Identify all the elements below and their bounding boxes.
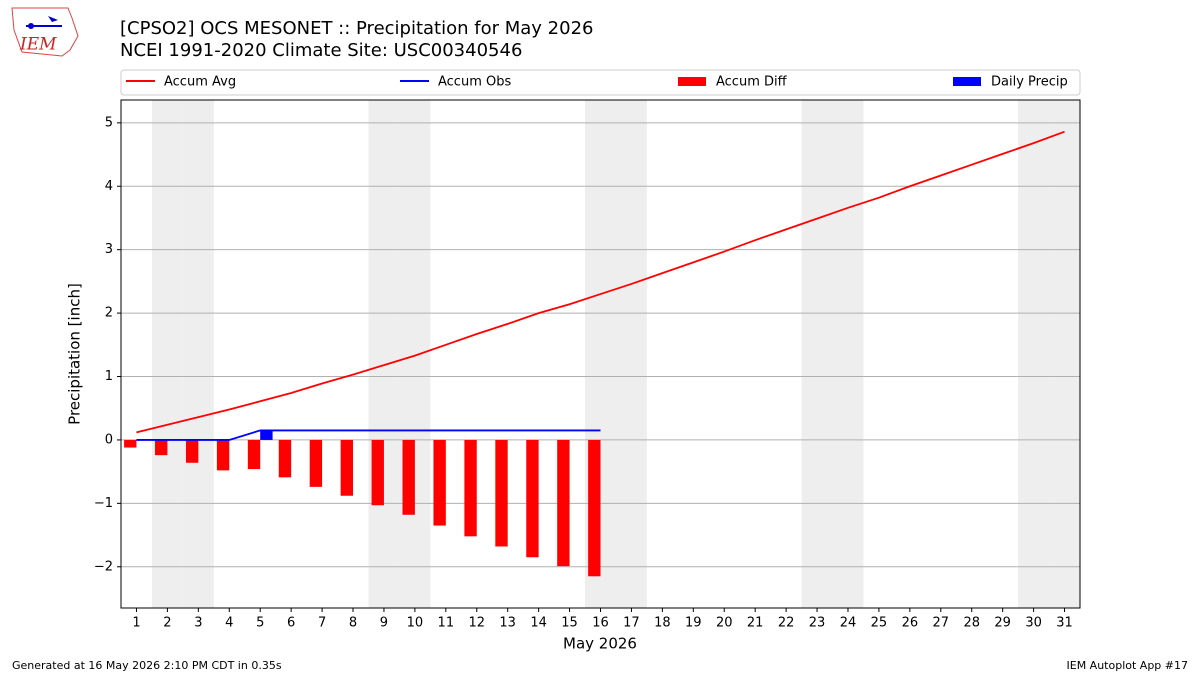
x-tick-label: 21 — [747, 616, 764, 631]
x-tick-label: 8 — [349, 616, 357, 631]
x-tick-label: 24 — [840, 616, 857, 631]
y-axis-label: Precipitation [inch] — [66, 283, 84, 425]
bar — [278, 439, 292, 478]
plot-frame — [120, 99, 1081, 609]
bar — [340, 439, 354, 496]
x-tick-label: 12 — [468, 616, 485, 631]
x-tick-label: 19 — [685, 616, 702, 631]
legend-swatch — [678, 77, 706, 86]
bar — [124, 439, 137, 448]
legend-box — [120, 69, 1081, 96]
bar — [371, 439, 384, 506]
y-tick-label: 3 — [105, 242, 113, 257]
weekend-shade — [1049, 100, 1080, 608]
legend-label: Daily Precip — [991, 75, 1068, 90]
bar — [155, 439, 168, 456]
x-tick-label: 7 — [318, 616, 326, 631]
legend-label: Accum Avg — [164, 75, 236, 90]
x-tick-label: 15 — [561, 616, 578, 631]
y-tick-label: 0 — [105, 432, 113, 447]
logo: IEM — [11, 7, 79, 57]
weekend-shade — [832, 100, 864, 608]
bar — [216, 439, 230, 471]
legend-label: Accum Diff — [716, 75, 788, 90]
x-tick-label: 13 — [499, 616, 516, 631]
x-tick-label: 9 — [380, 616, 388, 631]
bar — [247, 439, 261, 470]
weekend-shade — [801, 100, 833, 608]
legend-swatch — [953, 77, 981, 86]
y-tick-label: 4 — [105, 179, 113, 194]
bar — [260, 430, 273, 440]
weekend-shade — [1018, 100, 1050, 608]
x-tick-label: 3 — [194, 616, 202, 631]
x-tick-label: 27 — [933, 616, 950, 631]
x-tick-label: 30 — [1025, 616, 1042, 631]
x-tick-label: 10 — [407, 616, 424, 631]
weekend-shade — [399, 100, 431, 608]
bar — [526, 439, 539, 558]
x-tick-label: 6 — [287, 616, 295, 631]
legend-label: Accum Obs — [438, 75, 511, 90]
x-tick-label: 14 — [530, 616, 547, 631]
x-tick-label: 25 — [871, 616, 888, 631]
bar — [433, 439, 446, 526]
bar — [464, 439, 477, 537]
x-tick-label: 18 — [654, 616, 671, 631]
x-tick-label: 11 — [438, 616, 455, 631]
x-axis-label: May 2026 — [563, 635, 637, 653]
line — [136, 130, 1065, 434]
x-tick-label: 26 — [902, 616, 919, 631]
x-tick-label: 2 — [163, 616, 171, 631]
x-tick-label: 5 — [256, 616, 264, 631]
y-tick-label: 1 — [105, 369, 113, 384]
weekend-shade — [368, 100, 400, 608]
x-tick-label: 1 — [132, 616, 140, 631]
bar — [402, 439, 415, 515]
bar — [309, 439, 323, 487]
x-tick-label: 20 — [716, 616, 733, 631]
y-tick-label: −2 — [94, 559, 113, 574]
y-tick-label: 2 — [105, 306, 113, 321]
chart-subtitle: NCEI 1991-2020 Climate Site: USC00340546 — [120, 40, 522, 61]
x-tick-label: 17 — [623, 616, 640, 631]
x-tick-label: 4 — [225, 616, 233, 631]
line — [136, 429, 601, 441]
logo-text: IEM — [19, 35, 57, 55]
bar — [185, 439, 199, 463]
footer-right: IEM Autoplot App #17 — [1067, 659, 1189, 672]
x-tick-label: 29 — [994, 616, 1011, 631]
x-tick-label: 22 — [778, 616, 795, 631]
y-tick-label: 5 — [105, 115, 113, 130]
bar — [588, 439, 601, 577]
bar — [495, 439, 508, 547]
x-tick-label: 16 — [592, 616, 609, 631]
bar — [557, 439, 570, 567]
x-tick-label: 28 — [963, 616, 980, 631]
weekend-shade — [151, 100, 183, 608]
y-tick-label: −1 — [94, 496, 113, 511]
x-tick-label: 31 — [1056, 616, 1073, 631]
weekend-shade — [182, 100, 214, 608]
weekend-shade — [615, 100, 647, 608]
footer-left: Generated at 16 May 2026 2:10 PM CDT in … — [12, 659, 282, 672]
x-tick-label: 23 — [809, 616, 826, 631]
chart-title: [CPSO2] OCS MESONET :: Precipitation for… — [120, 18, 593, 39]
